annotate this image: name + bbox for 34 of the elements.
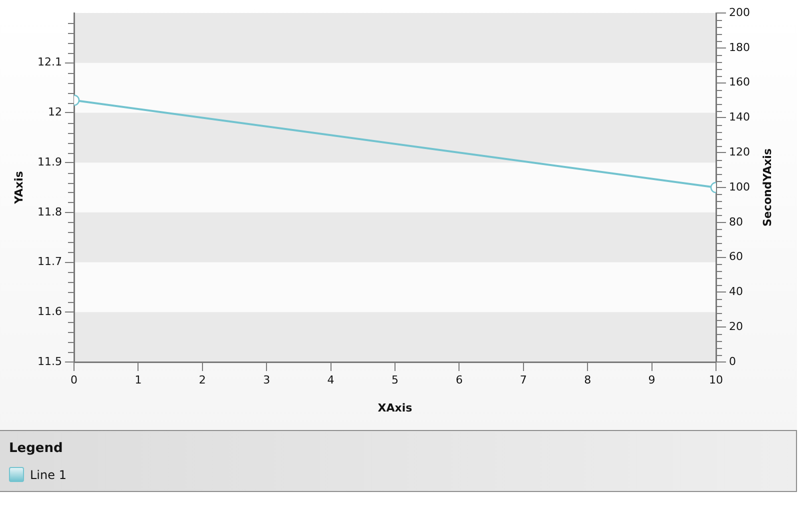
y-tick-label: 11.9 [38,155,62,168]
x-tick-label: 0 [70,373,78,386]
y-axis-title: YAxis [12,170,26,205]
x-tick-label: 9 [648,373,656,386]
y2-tick-label: 40 [729,285,743,298]
y2-axis-title: SecondYAxis [760,148,774,227]
x-tick-label: 8 [584,373,592,386]
legend-label: Line 1 [30,468,66,482]
y2-tick-label: 140 [729,110,750,124]
y-tick-label: 11.8 [38,205,62,218]
x-tick-label: 1 [134,373,142,386]
x-tick-label: 10 [709,373,723,386]
y-tick-label: 11.5 [38,354,62,368]
x-tick-label: 4 [327,373,334,386]
y2-tick-label: 200 [729,6,750,19]
y2-tick-label: 80 [729,215,743,228]
y-tick-label: 12.1 [38,56,62,69]
y-tick-label: 12 [48,106,62,119]
y2-tick-label: 160 [729,76,750,89]
y-tick-label: 11.7 [38,255,62,268]
y2-tick-label: 120 [729,145,750,158]
x-tick-label: 6 [456,373,463,386]
legend-title: Legend [9,441,63,456]
x-axis-title: XAxis [378,401,413,414]
x-tick-label: 5 [392,373,398,386]
y2-tick-label: 60 [729,250,743,264]
x-tick-label: 2 [198,373,206,386]
x-tick-label: 7 [520,373,527,386]
y2-tick-label: 180 [729,40,750,54]
y2-tick-label: 0 [729,354,736,368]
y2-tick-label: 20 [729,320,743,333]
x-tick-label: 3 [263,373,270,386]
y2-tick-label: 100 [729,180,750,194]
y-tick-label: 11.6 [38,305,62,318]
